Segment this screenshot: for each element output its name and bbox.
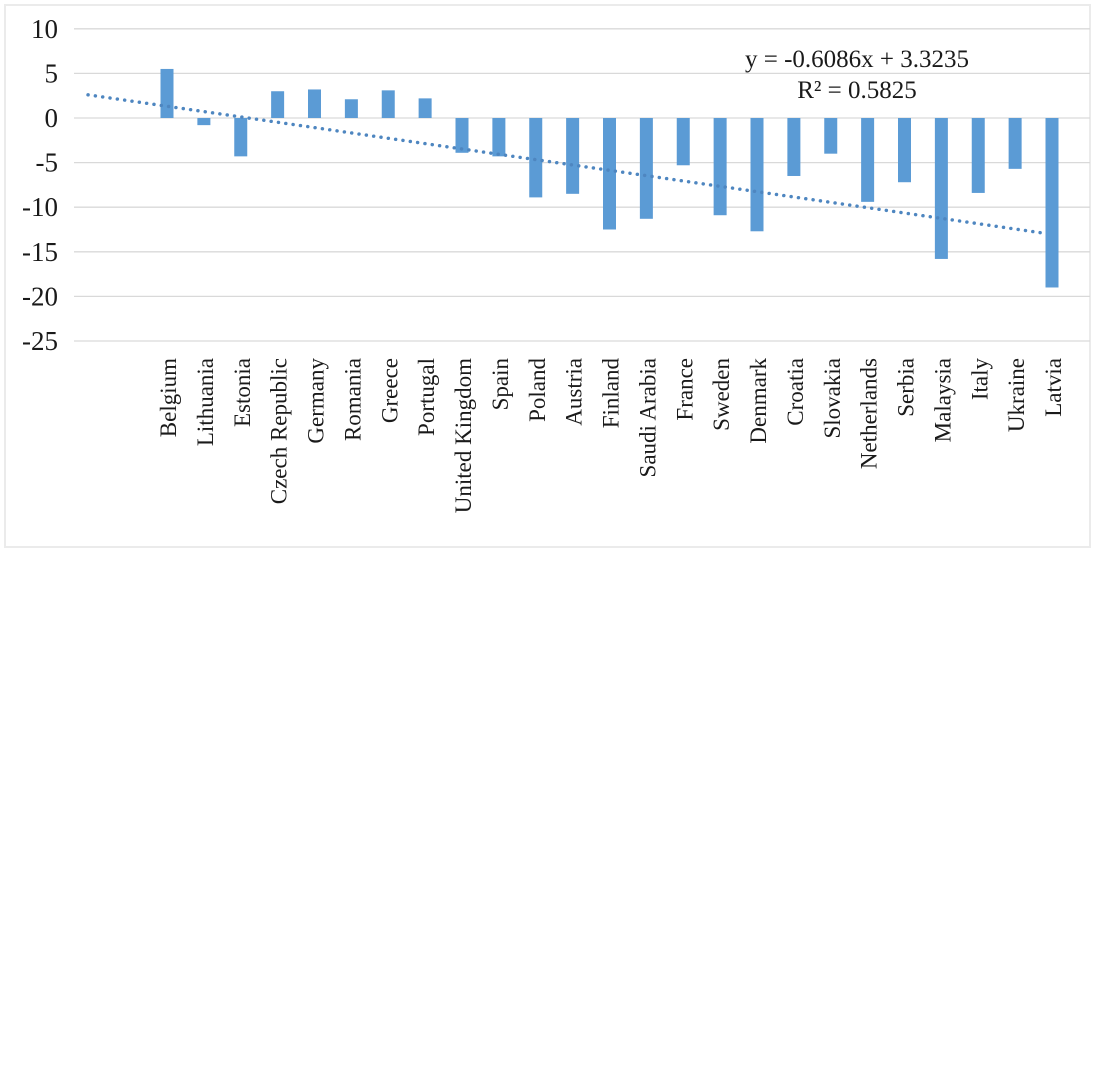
y-axis-tick-label: 5 — [45, 58, 59, 88]
bar — [529, 118, 543, 198]
bar — [971, 118, 985, 193]
x-axis-category-label: Finland — [599, 358, 624, 429]
x-axis-category-label: Sweden — [709, 358, 734, 431]
x-axis-category-label: Lithuania — [193, 358, 218, 446]
x-axis-category-label: Ukraine — [1004, 358, 1029, 432]
bar — [160, 68, 174, 118]
x-axis-category-label: Czech Republic — [267, 358, 292, 504]
x-axis-category-label: Portugal — [414, 358, 439, 436]
x-axis-category-label: Netherlands — [857, 358, 882, 469]
y-axis-tick-label: -10 — [22, 192, 58, 222]
trendline — [86, 93, 1045, 235]
x-axis-category-label: Estonia — [230, 358, 255, 427]
bar — [898, 118, 911, 183]
bar — [750, 118, 764, 232]
bar — [344, 99, 358, 118]
x-axis-category-label: Spain — [488, 358, 513, 411]
bar — [639, 118, 653, 219]
y-axis-tick-label: -20 — [22, 281, 58, 311]
bar — [1008, 118, 1022, 169]
bar — [308, 89, 321, 118]
bar-series — [160, 68, 1059, 288]
x-axis-category-label: Greece — [377, 358, 402, 423]
trendline-equation-label: y = -0.6086x + 3.3235 — [745, 46, 969, 73]
x-axis-category-label: Malaysia — [930, 358, 955, 442]
trendline-layer — [86, 93, 1045, 235]
bar — [934, 118, 948, 259]
x-axis-category-label: Austria — [562, 358, 587, 426]
y-axis-tick-label: -5 — [36, 148, 59, 178]
y-axis-tick-label: 0 — [45, 103, 59, 133]
trendline-r2-label: R² = 0.5825 — [797, 77, 917, 104]
bar — [492, 118, 506, 157]
bar — [676, 118, 690, 166]
x-axis-category-label: Serbia — [894, 358, 919, 417]
bar — [197, 118, 211, 126]
gridline-layer — [74, 28, 1090, 342]
x-axis-category-label: Croatia — [783, 358, 808, 426]
x-axis-category-label: Denmark — [746, 358, 771, 444]
y-axis-tick-label: 10 — [31, 14, 58, 44]
x-axis-category-label: Saudi Arabia — [635, 358, 660, 477]
x-axis-category-label: Belgium — [156, 358, 181, 437]
bar — [566, 118, 580, 194]
x-axis-category-label: France — [672, 358, 697, 421]
bar — [234, 118, 248, 157]
bar — [271, 91, 285, 118]
x-axis-category-label: Romania — [340, 358, 365, 441]
y-axis-tick-label: -25 — [22, 326, 58, 356]
bar — [1045, 118, 1059, 288]
bar — [418, 98, 432, 118]
x-axis-category-label: Slovakia — [820, 358, 845, 439]
x-axis-category-label: Latvia — [1041, 358, 1066, 417]
axis-labels-layer: 10 5 0 -5 -10 -15 -20 -25 Belgium Lithuania Estoni… — [22, 14, 1066, 513]
bar — [381, 90, 395, 118]
bar — [861, 118, 875, 202]
bar-chart: 10 5 0 -5 -10 -15 -20 -25 Belgium Lithuania Estoni… — [22, 14, 1090, 513]
bar — [603, 118, 616, 230]
x-axis-category-label: Italy — [967, 358, 992, 401]
bar — [455, 118, 469, 153]
bar — [787, 118, 801, 176]
bar — [824, 118, 838, 154]
x-axis-category-label: United Kingdom — [451, 358, 476, 513]
x-axis-category-label: Poland — [525, 358, 550, 422]
chart-frame — [4, 4, 1091, 548]
x-axis-category-label: Germany — [304, 358, 329, 444]
y-axis-tick-label: -15 — [22, 237, 58, 267]
bar — [713, 118, 727, 216]
